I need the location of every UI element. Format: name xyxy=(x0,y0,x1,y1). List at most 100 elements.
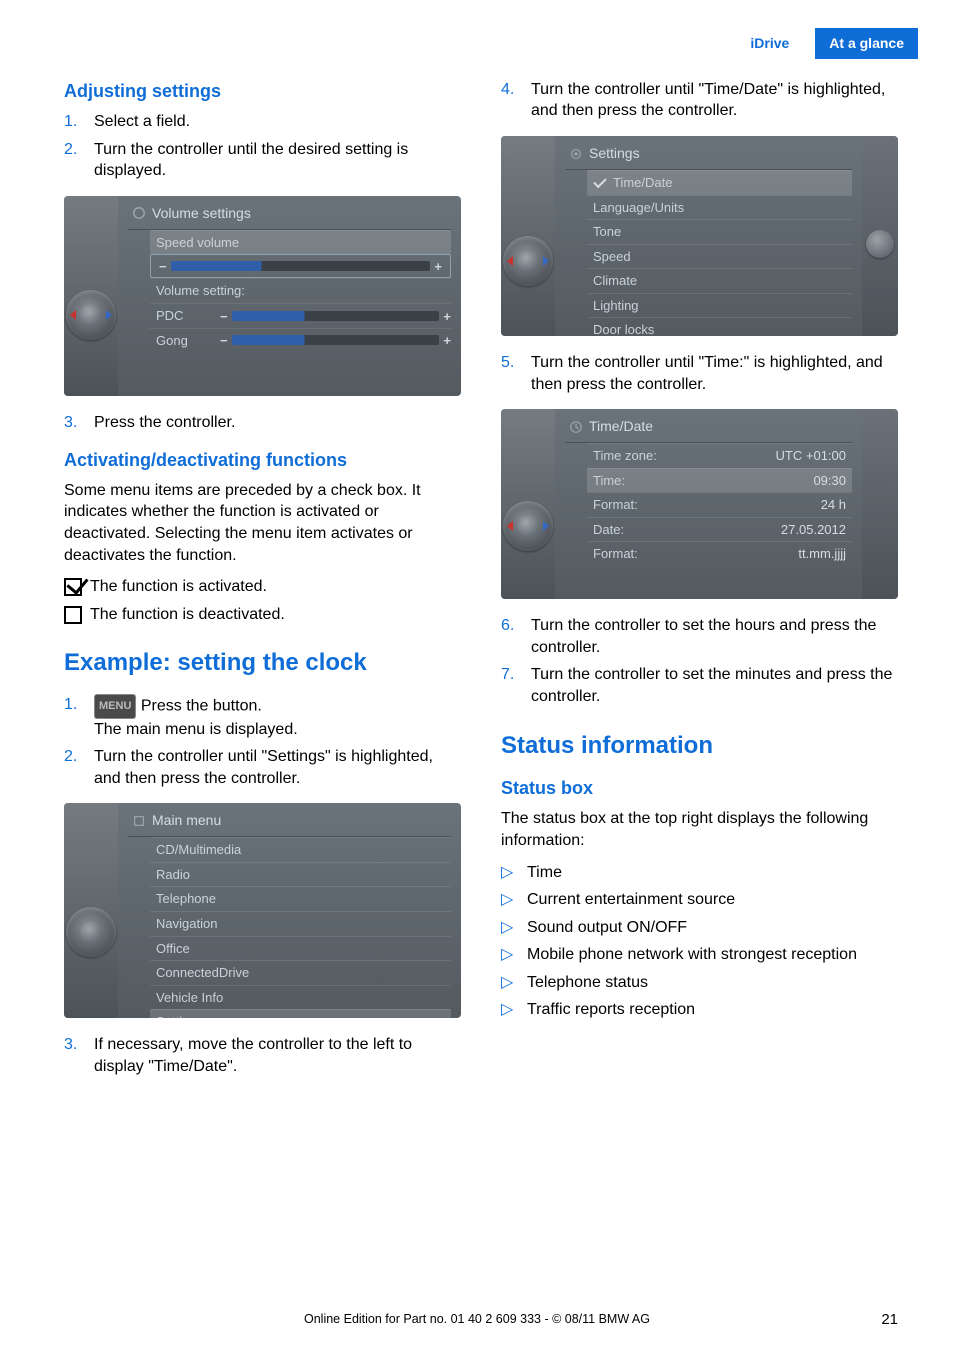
side-knob-icon xyxy=(866,230,894,258)
step-text: Select a field. xyxy=(94,111,461,133)
menu-item: Language/Units xyxy=(587,195,852,220)
step-text: Press the controller. xyxy=(94,412,461,434)
screen-title: Settings xyxy=(565,142,852,170)
menu-item: Vehicle Info xyxy=(150,985,451,1010)
menu-item-label: Tone xyxy=(593,223,621,241)
checkbox-label: The function is activated. xyxy=(90,576,267,598)
clock-icon xyxy=(569,420,583,434)
checkbox-label: The function is deactivated. xyxy=(90,604,285,626)
slider: −+ xyxy=(232,311,439,321)
step-text: If necessary, move the controller to the… xyxy=(94,1034,461,1077)
screen-title-text: Time/Date xyxy=(589,417,653,436)
menu-item-label: ConnectedDrive xyxy=(156,964,249,982)
footer-copyright: Online Edition for Part no. 01 40 2 609 … xyxy=(0,1311,954,1328)
menu-item: CD/Multimedia xyxy=(150,837,451,862)
controller-dial-icon xyxy=(503,501,553,551)
slider: −+ xyxy=(171,261,430,271)
screenshot-time-date: Time/Date Time zone:UTC +01:00 Time:09:3… xyxy=(501,409,898,599)
menu-item: Lighting xyxy=(587,293,852,318)
menu-item: Tone xyxy=(587,219,852,244)
clock-steps-list-cont: 3.If necessary, move the controller to t… xyxy=(64,1034,461,1077)
header-tabs: iDrive At a glance xyxy=(64,28,918,59)
controller-dial-icon xyxy=(503,236,553,286)
row-gong: Gong −+ xyxy=(150,328,451,353)
heading-example-clock: Example: setting the clock xyxy=(64,647,461,679)
row-pdc: PDC −+ xyxy=(150,303,451,328)
kv-row: Format:24 h xyxy=(587,492,852,517)
list-item-text: Traffic reports reception xyxy=(527,999,695,1021)
menu-item: Office xyxy=(150,936,451,961)
clock-steps-right-2: 5.Turn the controller until "Time:" is h… xyxy=(501,352,898,395)
kv-row: Format:tt.mm.jjjj xyxy=(587,541,852,566)
row-speed-volume: Speed volume xyxy=(150,230,451,255)
menu-item-label: Door locks xyxy=(593,321,654,336)
screenshot-main-menu: Main menu CD/Multimedia Radio Telephone … xyxy=(64,803,461,1018)
menu-button-icon: MENU xyxy=(94,694,136,719)
step-text: Turn the controller to set the minutes a… xyxy=(531,664,898,707)
menu-item-label: Time/Date xyxy=(613,174,672,192)
adjusting-steps-list: 1.Select a field. 2.Turn the controller … xyxy=(64,111,461,182)
heading-activating: Activating/deactivating functions xyxy=(64,448,461,472)
menu-item-label: Telephone xyxy=(156,890,216,908)
menu-item-label: Speed xyxy=(593,248,631,266)
list-item-text: Time xyxy=(527,862,562,884)
clock-steps-right-3: 6.Turn the controller to set the hours a… xyxy=(501,615,898,707)
row-label: Speed volume xyxy=(156,234,239,252)
row-value: 09:30 xyxy=(813,472,846,490)
row-volume-setting: Volume setting: xyxy=(150,278,451,303)
check-icon xyxy=(593,176,607,190)
step-number: 3. xyxy=(64,412,84,434)
screenshot-settings: Settings Time/Date Language/Units Tone S… xyxy=(501,136,898,336)
row-value: tt.mm.jjjj xyxy=(798,545,846,563)
tab-idrive: iDrive xyxy=(736,28,803,59)
row-label: Format: xyxy=(593,496,638,514)
heading-status-box: Status box xyxy=(501,776,898,800)
status-list: ▷Time ▷Current entertainment source ▷Sou… xyxy=(501,862,898,1022)
menu-item: Telephone xyxy=(150,886,451,911)
row-label: Date: xyxy=(593,521,624,539)
checkbox-unchecked-icon xyxy=(64,606,82,624)
triangle-bullet-icon: ▷ xyxy=(501,917,517,939)
kv-row: Time zone:UTC +01:00 xyxy=(587,443,852,468)
list-item-text: Sound output ON/OFF xyxy=(527,917,687,939)
home-icon xyxy=(132,814,146,828)
menu-item-label: Vehicle Info xyxy=(156,989,223,1007)
row-label: Volume setting: xyxy=(156,282,245,300)
step-number: 2. xyxy=(64,139,84,182)
row-value: 27.05.2012 xyxy=(781,521,846,539)
menu-item-label: CD/Multimedia xyxy=(156,841,241,859)
menu-item-label: Lighting xyxy=(593,297,639,315)
menu-item: Climate xyxy=(587,268,852,293)
step-number: 4. xyxy=(501,79,521,122)
step-number: 5. xyxy=(501,352,521,395)
clock-steps-list: 1. MENU Press the button. The main menu … xyxy=(64,694,461,790)
step-text: Turn the controller until "Time/Date" is… xyxy=(531,79,898,122)
settings-icon xyxy=(132,206,146,220)
menu-item-label: Office xyxy=(156,940,190,958)
right-column: 4.Turn the controller until "Time/Date" … xyxy=(501,79,898,1092)
menu-item-label: Radio xyxy=(156,866,190,884)
menu-item-highlighted: Time/Date xyxy=(587,170,852,195)
step-number: 1. xyxy=(64,694,84,740)
status-intro: The status box at the top right displays… xyxy=(501,808,898,851)
menu-item: Navigation xyxy=(150,911,451,936)
slider: −+ xyxy=(232,335,439,345)
checkbox-deactivated-line: The function is deactivated. xyxy=(64,604,461,626)
step-1a-text: Press the button. xyxy=(141,697,262,714)
kv-row: Date: 27.05.2012 xyxy=(587,517,852,542)
step-text: MENU Press the button. The main menu is … xyxy=(94,694,461,740)
row-value: UTC +01:00 xyxy=(776,447,846,465)
step-text: Turn the controller until "Time:" is hig… xyxy=(531,352,898,395)
menu-item: Speed xyxy=(587,244,852,269)
tab-at-a-glance: At a glance xyxy=(815,28,918,59)
adjusting-steps-list-cont: 3. Press the controller. xyxy=(64,412,461,434)
step-number: 3. xyxy=(64,1034,84,1077)
step-text: Turn the controller until the desired se… xyxy=(94,139,461,182)
menu-item-highlighted: Settings xyxy=(150,1009,451,1018)
step-number: 6. xyxy=(501,615,521,658)
triangle-bullet-icon: ▷ xyxy=(501,862,517,884)
screen-title: Time/Date xyxy=(565,415,852,443)
step-text: Turn the controller until "Settings" is … xyxy=(94,746,461,789)
heading-status-info: Status information xyxy=(501,730,898,762)
checkbox-activated-line: The function is activated. xyxy=(64,576,461,598)
